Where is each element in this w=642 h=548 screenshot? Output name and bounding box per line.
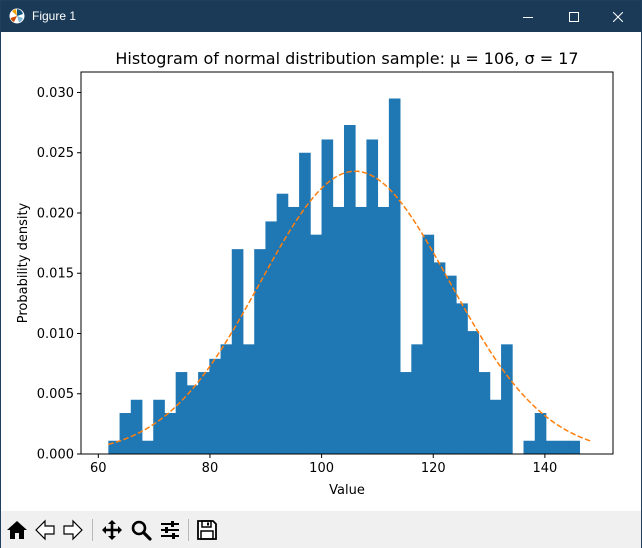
y-tick-label: 0.005 bbox=[37, 387, 74, 402]
x-axis-label: Value bbox=[329, 483, 365, 498]
close-icon bbox=[613, 11, 623, 22]
histogram-bar bbox=[501, 344, 513, 454]
histogram-bar bbox=[557, 440, 569, 454]
histogram-bar bbox=[164, 413, 177, 454]
histogram-bar bbox=[456, 303, 468, 454]
x-tick-label: 80 bbox=[202, 461, 219, 476]
histogram-chart: 60 80 100 120 140 0.000 0.005 0.010 0.015 0.020 0… bbox=[16, 49, 614, 498]
y-tick-label: 0.000 bbox=[37, 448, 74, 463]
x-tick-label: 60 bbox=[90, 461, 107, 476]
y-tick-label: 0.010 bbox=[37, 327, 74, 342]
histogram-bar bbox=[343, 125, 356, 455]
maximize-icon bbox=[569, 11, 579, 22]
histogram-bar bbox=[254, 249, 266, 454]
minimize-icon bbox=[523, 16, 533, 18]
toolbar-separator bbox=[188, 519, 189, 541]
histogram-bar bbox=[299, 152, 311, 454]
histogram-bar bbox=[444, 275, 457, 454]
forward-button[interactable] bbox=[60, 517, 86, 543]
title-bar: Figure 1 bbox=[1, 1, 641, 32]
histogram-bar bbox=[175, 372, 188, 454]
histogram-bar bbox=[108, 440, 120, 454]
histogram-bar bbox=[366, 139, 379, 454]
forward-arrow-icon bbox=[63, 519, 83, 541]
figure-canvas[interactable]: 60 80 100 120 140 0.000 0.005 0.010 0.015 0.020 0… bbox=[1, 32, 641, 511]
histogram-bar bbox=[243, 344, 255, 454]
axes-frame bbox=[80, 71, 614, 455]
histogram-bar bbox=[142, 440, 154, 454]
y-axis-label: Probability density bbox=[16, 202, 31, 323]
histogram-bar bbox=[198, 372, 210, 454]
histogram-bar bbox=[119, 413, 132, 454]
normal-pdf-line bbox=[108, 170, 592, 446]
configure-subplots-button[interactable] bbox=[157, 517, 183, 543]
histogram-bar bbox=[265, 221, 278, 454]
y-tick-label: 0.030 bbox=[37, 86, 74, 101]
zoom-button[interactable] bbox=[128, 517, 154, 543]
histogram-bar bbox=[186, 385, 199, 454]
zoom-icon bbox=[131, 520, 152, 541]
histogram-bar bbox=[231, 249, 244, 454]
histogram-bar bbox=[310, 234, 322, 454]
histogram-bar bbox=[287, 206, 300, 454]
matplotlib-logo-icon bbox=[9, 8, 25, 24]
histogram-bar bbox=[321, 139, 334, 454]
histogram-bar bbox=[534, 413, 547, 454]
histogram-bar bbox=[220, 344, 233, 454]
save-icon bbox=[197, 520, 217, 540]
save-button[interactable] bbox=[194, 517, 220, 543]
sliders-icon bbox=[161, 521, 179, 539]
minimize-button[interactable] bbox=[505, 1, 551, 32]
histogram-bar bbox=[467, 331, 480, 454]
move-icon bbox=[102, 520, 122, 540]
histogram-bar bbox=[355, 206, 367, 454]
histogram-bar bbox=[377, 206, 390, 454]
maximize-button[interactable] bbox=[551, 1, 597, 32]
histogram-bar bbox=[130, 399, 143, 454]
y-tick-label: 0.020 bbox=[37, 206, 74, 221]
x-tick-label: 120 bbox=[421, 461, 446, 476]
chart-title: Histogram of normal distribution sample:… bbox=[115, 49, 578, 68]
histogram-bar bbox=[400, 372, 412, 454]
y-tick-label: 0.015 bbox=[37, 267, 74, 282]
y-tick-label: 0.025 bbox=[37, 146, 74, 161]
home-icon bbox=[7, 521, 27, 539]
histogram-bar bbox=[209, 358, 221, 454]
histogram-bar bbox=[523, 440, 536, 454]
back-arrow-icon bbox=[35, 519, 55, 541]
histogram-bar bbox=[422, 234, 435, 454]
window-title: Figure 1 bbox=[32, 9, 77, 23]
pan-button[interactable] bbox=[99, 517, 125, 543]
histogram-bar bbox=[411, 344, 423, 454]
histogram-bar bbox=[568, 440, 581, 454]
histogram-bar bbox=[545, 440, 558, 454]
histogram-bar bbox=[332, 206, 345, 454]
x-tick-label: 100 bbox=[309, 461, 334, 476]
navigation-toolbar bbox=[1, 511, 641, 548]
close-button[interactable] bbox=[595, 1, 641, 32]
histogram-bar bbox=[153, 399, 165, 454]
home-button[interactable] bbox=[4, 517, 30, 543]
histogram-bar bbox=[478, 372, 491, 454]
x-tick-label: 140 bbox=[532, 461, 557, 476]
histogram-bar bbox=[388, 98, 401, 454]
toolbar-separator bbox=[92, 519, 93, 541]
histogram-bar bbox=[489, 399, 502, 454]
histogram-bar bbox=[276, 193, 289, 454]
histogram-bar bbox=[433, 262, 446, 454]
back-button[interactable] bbox=[32, 517, 58, 543]
